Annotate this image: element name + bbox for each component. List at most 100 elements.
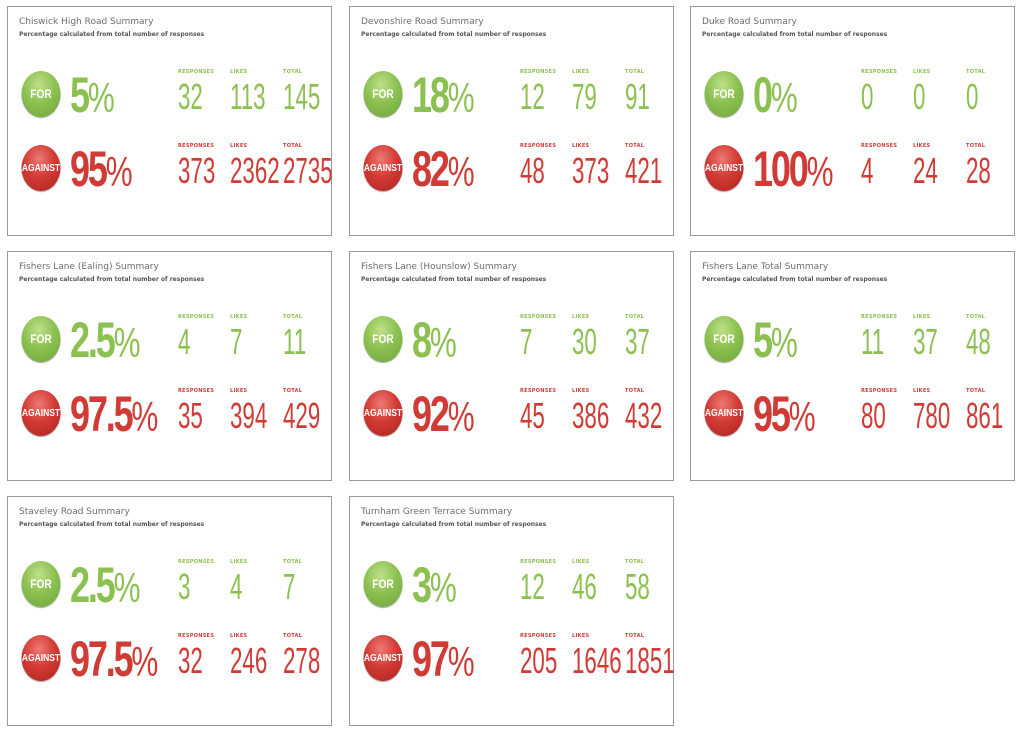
against-likes-value: 386 <box>572 395 610 436</box>
for-likes-value: 7 <box>230 321 243 362</box>
total-label: TOTAL <box>625 143 645 149</box>
for-total-value: 145 <box>283 76 321 117</box>
total-label: TOTAL <box>283 143 303 149</box>
for-likes: LIKES 7 <box>230 314 250 361</box>
against-badge: AGAINST <box>21 390 61 436</box>
summary-card-2: Duke Road Summary Percentage calculated … <box>690 6 1015 236</box>
against-likes: LIKES 1646 <box>572 633 652 680</box>
for-total: TOTAL 58 <box>625 559 665 606</box>
for-badge: FOR <box>363 316 403 362</box>
for-likes-value: 113 <box>230 76 266 117</box>
for-responses-value: 11 <box>861 321 885 362</box>
card-subtitle: Percentage calculated from total number … <box>702 31 888 38</box>
percent-sign: % <box>131 393 159 440</box>
summary-card-3: Fishers Lane (Ealing) Summary Percentage… <box>7 251 332 481</box>
for-percent-value: 0 <box>753 67 773 123</box>
responses-label: RESPONSES <box>520 633 557 639</box>
responses-label: RESPONSES <box>520 143 557 149</box>
total-label: TOTAL <box>625 314 645 320</box>
total-label: TOTAL <box>966 143 986 149</box>
card-title: Devonshire Road Summary <box>361 17 484 27</box>
for-percent-value: 3 <box>412 557 432 613</box>
responses-label: RESPONSES <box>178 143 215 149</box>
for-responses-value: 7 <box>520 321 533 362</box>
total-label: TOTAL <box>966 388 986 394</box>
against-likes-value: 780 <box>913 395 951 436</box>
card-title: Fishers Lane (Hounslow) Summary <box>361 262 517 272</box>
total-label: TOTAL <box>625 559 645 565</box>
against-badge: AGAINST <box>363 145 403 191</box>
summary-card-5: Fishers Lane Total Summary Percentage ca… <box>690 251 1015 481</box>
likes-label: LIKES <box>913 314 931 320</box>
summary-card-1: Devonshire Road Summary Percentage calcu… <box>349 6 674 236</box>
for-row: FOR 5% RESPONSES 11 LIKES 37 TOTAL 48 <box>701 312 1011 368</box>
against-total: TOTAL 28 <box>966 143 1006 190</box>
for-percentage: 2.5% <box>70 557 140 616</box>
against-responses-value: 4 <box>861 150 874 191</box>
for-likes: LIKES 0 <box>913 69 933 116</box>
total-label: TOTAL <box>625 69 645 75</box>
for-total-value: 37 <box>625 321 650 362</box>
against-likes: LIKES 780 <box>913 388 973 435</box>
likes-label: LIKES <box>913 143 931 149</box>
likes-label: LIKES <box>572 69 590 75</box>
for-likes: LIKES 37 <box>913 314 953 361</box>
card-subtitle: Percentage calculated from total number … <box>19 521 205 528</box>
against-percentage: 97% <box>412 631 475 690</box>
against-responses-value: 48 <box>520 150 545 191</box>
for-total: TOTAL 145 <box>283 69 343 116</box>
card-title: Chiswick High Road Summary <box>19 17 154 27</box>
against-responses: RESPONSES 45 <box>520 388 560 435</box>
against-badge: AGAINST <box>21 635 61 681</box>
responses-label: RESPONSES <box>861 143 898 149</box>
total-label: TOTAL <box>283 633 303 639</box>
against-responses-value: 45 <box>520 395 545 436</box>
percent-sign: % <box>447 393 475 440</box>
for-responses-value: 12 <box>520 76 545 117</box>
total-label: TOTAL <box>625 633 645 639</box>
total-label: TOTAL <box>283 69 303 75</box>
for-responses: RESPONSES 3 <box>178 559 214 606</box>
card-title: Duke Road Summary <box>702 17 797 27</box>
likes-label: LIKES <box>913 388 931 394</box>
percent-sign: % <box>131 638 159 685</box>
percent-sign: % <box>429 319 457 366</box>
for-likes: LIKES 113 <box>230 69 287 116</box>
responses-label: RESPONSES <box>861 69 898 75</box>
for-total: TOTAL 7 <box>283 559 303 606</box>
against-total-value: 2735 <box>283 150 333 191</box>
card-title: Staveley Road Summary <box>19 507 130 517</box>
against-responses: RESPONSES 48 <box>520 143 560 190</box>
for-percent-value: 2.5 <box>70 557 116 613</box>
for-responses-value: 3 <box>178 566 191 607</box>
likes-label: LIKES <box>572 143 590 149</box>
against-likes: LIKES 386 <box>572 388 632 435</box>
for-percentage: 0% <box>753 67 798 126</box>
for-percentage: 2.5% <box>70 312 140 371</box>
for-likes-value: 30 <box>572 321 597 362</box>
responses-label: RESPONSES <box>178 314 215 320</box>
for-percent-value: 8 <box>412 312 432 368</box>
for-total-value: 48 <box>966 321 991 362</box>
percent-sign: % <box>113 564 141 611</box>
for-likes: LIKES 30 <box>572 314 612 361</box>
for-likes-value: 79 <box>572 76 597 117</box>
against-likes-value: 246 <box>230 640 268 681</box>
for-percentage: 5% <box>70 67 115 126</box>
against-row: AGAINST 97% RESPONSES 205 LIKES 1646 TOTAL… <box>360 631 675 687</box>
responses-label: RESPONSES <box>861 314 898 320</box>
for-percent-value: 5 <box>753 312 773 368</box>
against-responses-value: 35 <box>178 395 203 436</box>
against-total-value: 28 <box>966 150 991 191</box>
against-percent-value: 82 <box>412 141 450 197</box>
total-label: TOTAL <box>283 388 303 394</box>
likes-label: LIKES <box>230 633 248 639</box>
for-responses: RESPONSES 12 <box>520 559 560 606</box>
summary-card-6: Staveley Road Summary Percentage calcula… <box>7 496 332 726</box>
against-total-value: 861 <box>966 395 1004 436</box>
against-badge: AGAINST <box>704 390 744 436</box>
against-likes-value: 24 <box>913 150 938 191</box>
against-badge: AGAINST <box>363 635 403 681</box>
percent-sign: % <box>429 564 457 611</box>
